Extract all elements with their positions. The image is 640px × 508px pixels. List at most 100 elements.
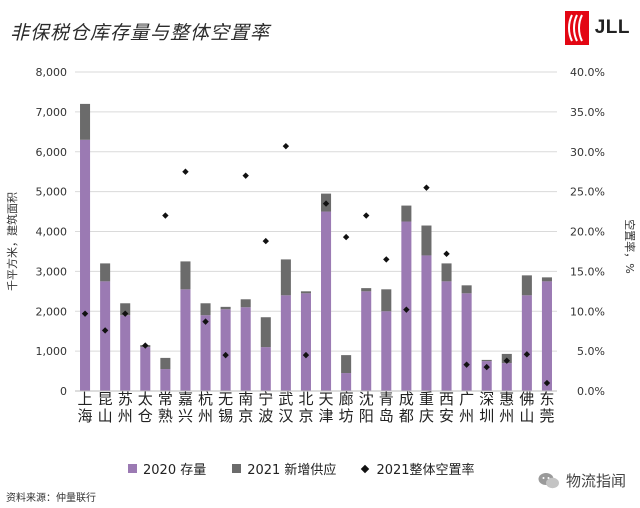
logo: JLL bbox=[564, 10, 630, 46]
bar-stock-2020 bbox=[541, 281, 552, 391]
x-tick-label: 重庆 bbox=[419, 390, 434, 425]
x-tick-label: 太仓 bbox=[138, 390, 153, 425]
marker-vacancy-2021 bbox=[81, 310, 89, 317]
bar-supply-2021 bbox=[401, 205, 412, 222]
marker-vacancy-2021 bbox=[262, 237, 269, 245]
x-tick-label: 天津 bbox=[319, 390, 334, 425]
bar-stock-2020 bbox=[341, 373, 352, 391]
bar-supply-2021 bbox=[80, 103, 91, 140]
x-tick-label: 宁波 bbox=[258, 390, 273, 425]
bar-stock-2020 bbox=[501, 363, 512, 391]
bar-supply-2021 bbox=[421, 225, 432, 256]
marker-vacancy-2021 bbox=[302, 351, 310, 359]
legend-label-stock-2020: 2020 存量 bbox=[143, 463, 207, 478]
y2-tick-label: 10.0% bbox=[570, 305, 605, 318]
x-tick-label: 佛山 bbox=[519, 390, 534, 425]
bar-stock-2020 bbox=[300, 293, 311, 391]
bar-supply-2021 bbox=[341, 355, 352, 374]
bar-supply-2021 bbox=[361, 288, 372, 292]
y-tick-label: 3,000 bbox=[36, 265, 68, 278]
chart-title: 非保税仓库存量与整体空置率 bbox=[10, 22, 271, 44]
marker-vacancy-2021 bbox=[142, 342, 149, 349]
marker-vacancy-2021 bbox=[162, 212, 169, 219]
y2-tick-label: 25.0% bbox=[570, 186, 605, 199]
bar-stock-2020 bbox=[421, 255, 432, 391]
marker-vacancy-2021 bbox=[443, 250, 450, 258]
legend-label-supply-2021: 2021 新增供应 bbox=[247, 463, 337, 478]
x-tick-label: 惠州 bbox=[499, 390, 514, 425]
bar-stock-2020 bbox=[481, 361, 492, 391]
watermark-text: 物流指闻 bbox=[565, 472, 626, 490]
x-tick-label: 武汉 bbox=[278, 390, 293, 425]
x-tick-label: 上海 bbox=[78, 390, 93, 425]
x-tick-label: 青岛 bbox=[379, 390, 394, 425]
bar-supply-2021 bbox=[180, 261, 191, 290]
marker-vacancy-2021 bbox=[383, 256, 390, 263]
bar-stock-2020 bbox=[260, 347, 271, 391]
marker-vacancy-2021 bbox=[202, 318, 209, 325]
y2-tick-label: 20.0% bbox=[570, 226, 605, 239]
bar-supply-2021 bbox=[280, 259, 291, 296]
marker-vacancy-2021 bbox=[342, 233, 350, 241]
bar-stock-2020 bbox=[381, 311, 392, 391]
x-tick-label: 常熟 bbox=[158, 390, 173, 425]
y2-tick-label: 35.0% bbox=[570, 106, 605, 119]
bar-stock-2020 bbox=[280, 295, 291, 391]
jll-logo-icon bbox=[564, 11, 589, 45]
bar-supply-2021 bbox=[100, 263, 111, 282]
x-tick-label: 苏州 bbox=[118, 390, 133, 425]
x-tick-label: 沈阳 bbox=[359, 390, 374, 425]
x-tick-label: 昆山 bbox=[98, 390, 113, 425]
bar-stock-2020 bbox=[160, 369, 171, 391]
marker-vacancy-2021 bbox=[222, 351, 229, 359]
x-tick-label: 廊坊 bbox=[339, 390, 354, 425]
bar-supply-2021 bbox=[160, 357, 171, 370]
marker-vacancy-2021 bbox=[403, 306, 410, 313]
marker-vacancy-2021 bbox=[483, 363, 490, 371]
bar-stock-2020 bbox=[200, 315, 211, 391]
x-tick-label: 无锡 bbox=[218, 390, 233, 425]
legend: 2020 存量 2021 新增供应 2021整体空置率 bbox=[128, 459, 475, 478]
y2-tick-label: 30.0% bbox=[570, 146, 605, 159]
x-tick-label: 嘉兴 bbox=[178, 390, 193, 425]
marker-vacancy-2021 bbox=[523, 351, 531, 358]
y2-tick-label: 40.0% bbox=[570, 66, 605, 79]
legend-item-stock-2020: 2020 存量 bbox=[128, 459, 206, 478]
marker-vacancy-2021 bbox=[122, 310, 129, 317]
marker-vacancy-2021 bbox=[423, 184, 430, 191]
bar-supply-2021 bbox=[120, 303, 131, 316]
y-tick-label: 0 bbox=[60, 385, 67, 398]
y-axis-title: 千平方米，建筑面积 bbox=[5, 192, 19, 291]
logo-text: JLL bbox=[594, 17, 630, 38]
marker-vacancy-2021 bbox=[503, 357, 510, 364]
legend-item-vacancy-2021: 2021整体空置率 bbox=[361, 459, 475, 478]
bar-supply-2021 bbox=[220, 306, 231, 310]
marker-vacancy-2021 bbox=[543, 379, 551, 387]
legend-diamond-vacancy bbox=[361, 464, 370, 473]
marker-vacancy-2021 bbox=[101, 327, 109, 334]
bar-stock-2020 bbox=[461, 293, 472, 391]
bar-stock-2020 bbox=[100, 281, 111, 391]
bar-stock-2020 bbox=[80, 139, 91, 391]
x-tick-label: 东莞 bbox=[539, 390, 554, 425]
x-tick-label: 南京 bbox=[238, 390, 253, 425]
legend-item-supply-2021: 2021 新增供应 bbox=[232, 459, 336, 478]
bar-supply-2021 bbox=[441, 263, 452, 282]
y-tick-label: 6,000 bbox=[36, 146, 68, 159]
bar-supply-2021 bbox=[541, 277, 552, 282]
y-tick-label: 1,000 bbox=[36, 345, 68, 358]
legend-swatch-stock-2020 bbox=[128, 464, 137, 473]
x-tick-label: 广州 bbox=[459, 390, 474, 425]
y-tick-label: 4,000 bbox=[36, 226, 68, 239]
y-tick-label: 7,000 bbox=[36, 106, 68, 119]
bar-stock-2020 bbox=[220, 309, 231, 391]
bar-stock-2020 bbox=[180, 289, 191, 391]
x-tick-label: 北京 bbox=[298, 390, 313, 425]
bar-stock-2020 bbox=[361, 291, 372, 391]
bar-stock-2020 bbox=[401, 221, 412, 391]
bar-stock-2020 bbox=[120, 315, 131, 391]
legend-swatch-supply-2021 bbox=[232, 464, 242, 473]
x-tick-label: 杭州 bbox=[198, 390, 213, 425]
bar-supply-2021 bbox=[300, 291, 311, 294]
bar-supply-2021 bbox=[481, 359, 492, 362]
